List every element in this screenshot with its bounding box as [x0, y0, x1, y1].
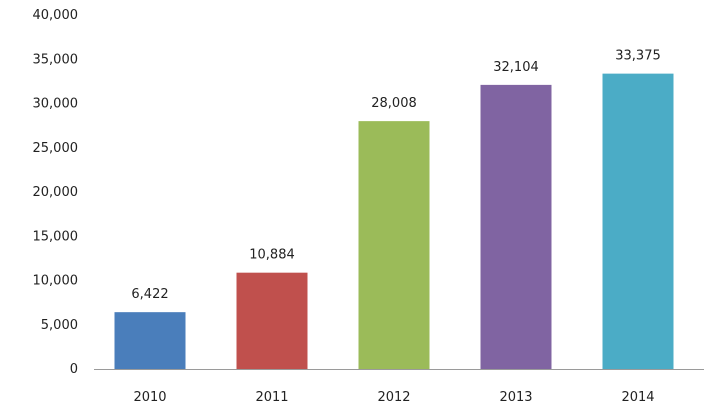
x-tick-label: 2010 [133, 390, 166, 405]
y-tick-label: 40,000 [33, 8, 79, 23]
bar-2014 [602, 73, 674, 369]
data-label-2011: 10,884 [249, 248, 295, 263]
y-tick-label: 0 [70, 362, 78, 377]
y-tick-label: 30,000 [33, 97, 79, 112]
y-tick-label: 10,000 [33, 274, 79, 289]
y-tick-label: 5,000 [41, 318, 78, 333]
data-labels: 6,422 10,884 28,008 32,104 33,375 [131, 49, 660, 303]
y-tick-label: 15,000 [33, 229, 79, 244]
y-tick-label: 25,000 [33, 141, 79, 156]
bar-2012 [358, 121, 430, 369]
bar-2010 [114, 312, 186, 369]
bar-2011 [236, 272, 308, 369]
y-tick-label: 20,000 [33, 185, 79, 200]
x-tick-label: 2013 [499, 390, 532, 405]
data-label-2014: 33,375 [615, 49, 661, 64]
bars [114, 73, 674, 369]
x-axis: 2010 2011 2012 2013 2014 [94, 369, 704, 405]
data-label-2010: 6,422 [131, 287, 168, 302]
data-label-2013: 32,104 [493, 60, 539, 75]
x-tick-label: 2014 [621, 390, 654, 405]
y-axis: 0 5,000 10,000 15,000 20,000 25,000 30,000 35,0… [33, 8, 79, 377]
y-tick-label: 35,000 [33, 52, 79, 67]
bar-2013 [480, 84, 552, 369]
x-tick-label: 2012 [377, 390, 410, 405]
x-tick-label: 2011 [255, 390, 288, 405]
data-label-2012: 28,008 [371, 96, 417, 111]
